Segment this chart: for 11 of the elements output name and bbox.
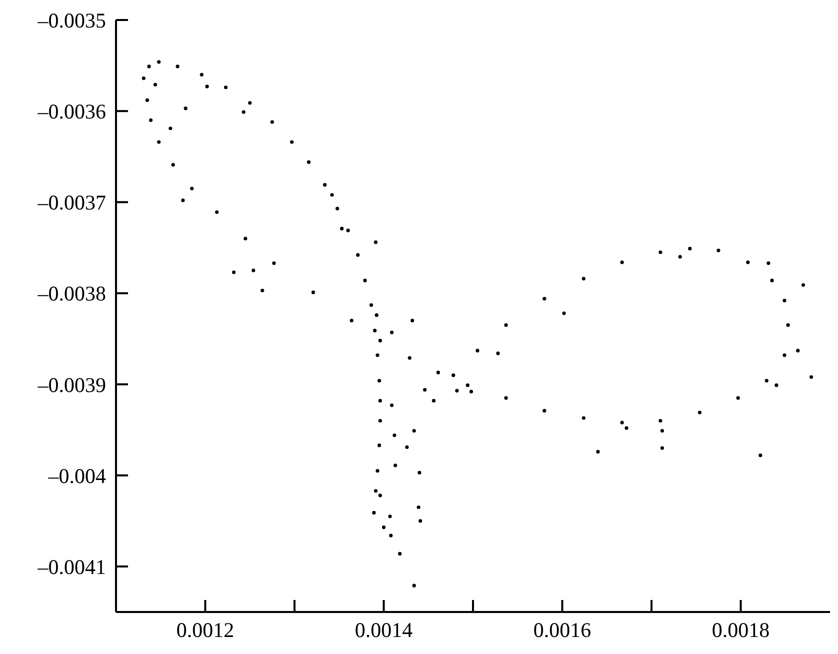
x-tick-label: 0.0018	[712, 618, 770, 642]
y-tick-label: –0.004	[47, 464, 106, 488]
y-tick-label: –0.0038	[36, 282, 106, 306]
x-tick-label: 0.0014	[354, 618, 414, 642]
y-tick-label: –0.0037	[36, 190, 106, 215]
y-tick-label: –0.0036	[36, 100, 106, 124]
x-tick-label: 0.0012	[176, 618, 234, 642]
y-tick-label: –0.0039	[36, 372, 106, 397]
x-tick-label: 0.0016	[533, 618, 592, 642]
y-tick-label: –0.0035	[36, 8, 106, 32]
y-tick-label: –0.0041	[36, 554, 106, 579]
